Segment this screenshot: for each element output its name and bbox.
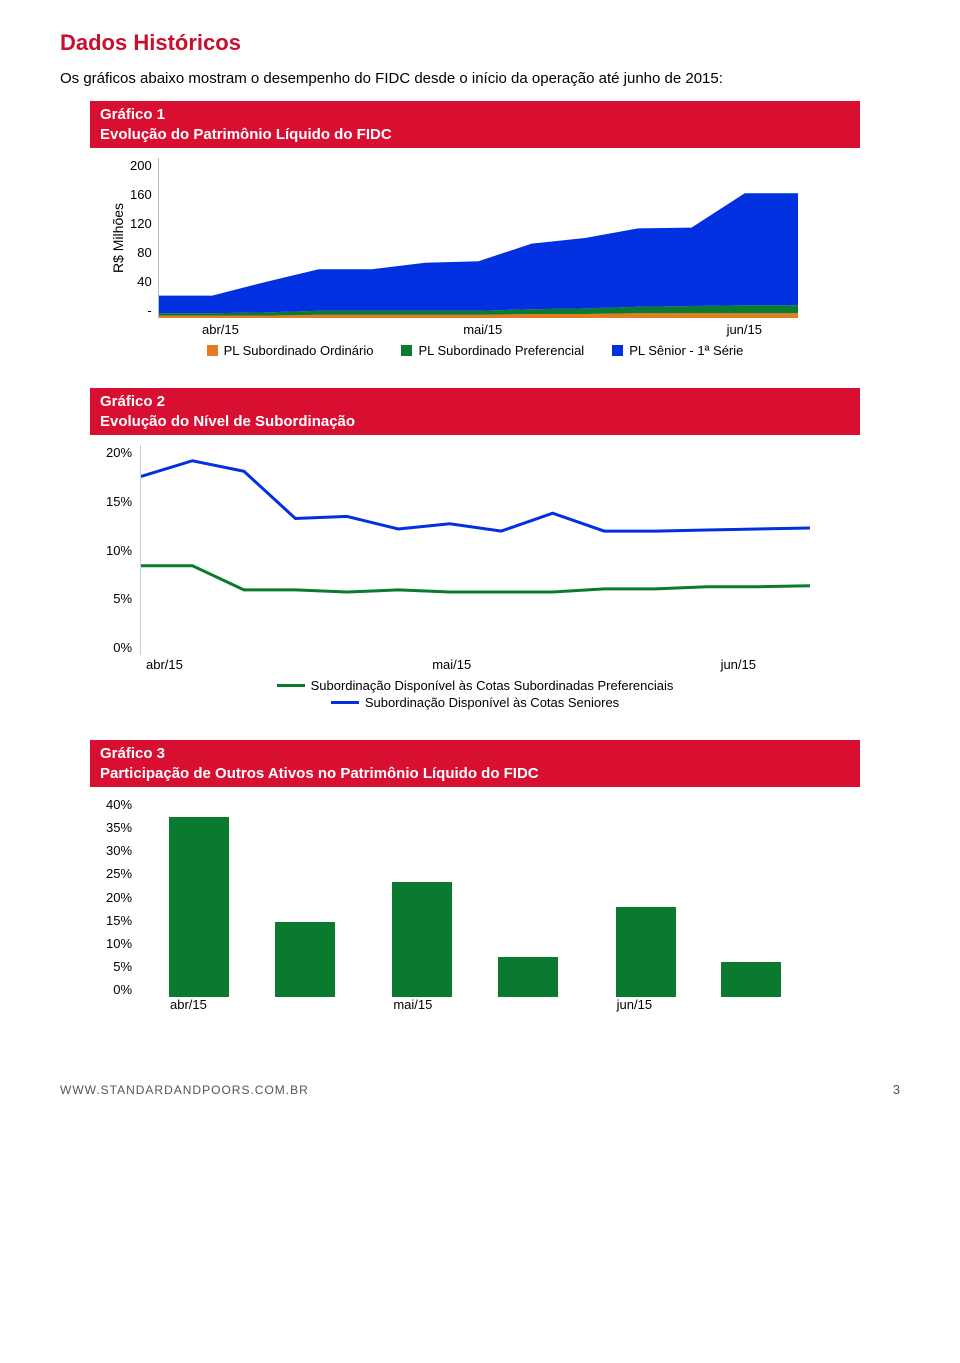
ytick: 40 — [137, 274, 151, 289]
bar — [169, 817, 229, 997]
legend-item: PL Subordinado Ordinário — [207, 343, 374, 358]
chart-3: Gráfico 3 Participação de Outros Ativos … — [90, 740, 860, 1022]
chart2-header: Gráfico 2 Evolução do Nível de Subordina… — [90, 388, 860, 435]
bar — [392, 882, 452, 997]
xtick: jun/15 — [593, 997, 816, 1012]
page-title: Dados Históricos — [60, 30, 900, 56]
chart3-header: Gráfico 3 Participação de Outros Ativos … — [90, 740, 860, 787]
ytick: 15% — [106, 913, 132, 928]
ytick: 20% — [106, 890, 132, 905]
ytick: 5% — [113, 959, 132, 974]
ytick: 0% — [113, 640, 132, 655]
xtick: mai/15 — [369, 997, 592, 1012]
chart-1: Gráfico 1 Evolução do Patrimônio Líquido… — [90, 101, 860, 368]
chart2-title2: Evolução do Nível de Subordinação — [100, 413, 355, 430]
chart3-title2: Participação de Outros Ativos no Patrimô… — [100, 765, 539, 782]
footer-url: WWW.STANDARDANDPOORS.COM.BR — [60, 1083, 309, 1097]
legend-swatch — [207, 345, 218, 356]
chart2-title1: Gráfico 2 — [100, 393, 165, 410]
ytick: 25% — [106, 866, 132, 881]
chart3-xaxis: abr/15mai/15jun/15 — [146, 997, 816, 1012]
legend-label: Subordinação Disponível às Cotas Seniore… — [365, 695, 619, 710]
chart-2: Gráfico 2 Evolução do Nível de Subordina… — [90, 388, 860, 720]
bar — [275, 922, 335, 997]
ytick: 120 — [130, 216, 152, 231]
ytick: 15% — [106, 494, 132, 509]
bar — [498, 957, 558, 997]
bar-group — [140, 797, 363, 997]
legend-item: PL Sênior - 1ª Série — [612, 343, 743, 358]
chart3-plot — [140, 797, 810, 997]
legend-swatch — [612, 345, 623, 356]
legend-label: PL Subordinado Ordinário — [224, 343, 374, 358]
ytick: 20% — [106, 445, 132, 460]
chart1-legend: PL Subordinado Ordinário PL Subordinado P… — [106, 343, 844, 358]
legend-item: Subordinação Disponível às Cotas Seniore… — [331, 695, 619, 710]
legend-item: PL Subordinado Preferencial — [401, 343, 584, 358]
chart1-xaxis: abr/15 mai/15 jun/15 — [162, 318, 802, 337]
bar-group — [363, 797, 586, 997]
ytick: 10% — [106, 936, 132, 951]
chart1-title2: Evolução do Patrimônio Líquido do FIDC — [100, 126, 392, 143]
ytick: 35% — [106, 820, 132, 835]
ytick: 160 — [130, 187, 152, 202]
chart3-yaxis: 40% 35% 30% 25% 20% 15% 10% 5% 0% — [106, 797, 140, 997]
bar — [616, 907, 676, 997]
bar-group — [587, 797, 810, 997]
chart3-title1: Gráfico 3 — [100, 745, 165, 762]
chart2-legend: Subordinação Disponível às Cotas Subordi… — [106, 678, 844, 710]
chart1-plot — [158, 158, 798, 318]
ytick: 200 — [130, 158, 152, 173]
ytick: 80 — [137, 245, 151, 260]
xtick: abr/15 — [146, 657, 183, 672]
ytick: 10% — [106, 543, 132, 558]
legend-label: Subordinação Disponível às Cotas Subordi… — [311, 678, 674, 693]
legend-label: PL Sênior - 1ª Série — [629, 343, 743, 358]
page-footer: WWW.STANDARDANDPOORS.COM.BR 3 — [60, 1082, 900, 1097]
legend-item: Subordinação Disponível às Cotas Subordi… — [277, 678, 674, 693]
chart2-xaxis: abr/15 mai/15 jun/15 — [146, 655, 816, 672]
intro-text: Os gráficos abaixo mostram o desempenho … — [60, 70, 900, 87]
chart2-yaxis: 20% 15% 10% 5% 0% — [106, 445, 140, 655]
bar — [721, 962, 781, 997]
chart1-title1: Gráfico 1 — [100, 106, 165, 123]
ytick: 0% — [113, 982, 132, 997]
chart1-ylabel: R$ Milhões — [106, 158, 130, 318]
legend-swatch — [401, 345, 412, 356]
chart2-plot — [140, 445, 810, 655]
xtick: mai/15 — [463, 322, 502, 337]
legend-line-swatch — [331, 701, 359, 704]
ytick: 30% — [106, 843, 132, 858]
ytick: 5% — [113, 591, 132, 606]
ytick: 40% — [106, 797, 132, 812]
xtick: jun/15 — [727, 322, 762, 337]
legend-label: PL Subordinado Preferencial — [418, 343, 584, 358]
chart1-header: Gráfico 1 Evolução do Patrimônio Líquido… — [90, 101, 860, 148]
legend-line-swatch — [277, 684, 305, 687]
xtick: abr/15 — [146, 997, 369, 1012]
xtick: jun/15 — [721, 657, 756, 672]
xtick: abr/15 — [202, 322, 239, 337]
xtick: mai/15 — [432, 657, 471, 672]
chart1-yaxis: 200 160 120 80 40 - — [130, 158, 158, 318]
footer-page-number: 3 — [893, 1082, 900, 1097]
ytick: - — [147, 303, 151, 318]
